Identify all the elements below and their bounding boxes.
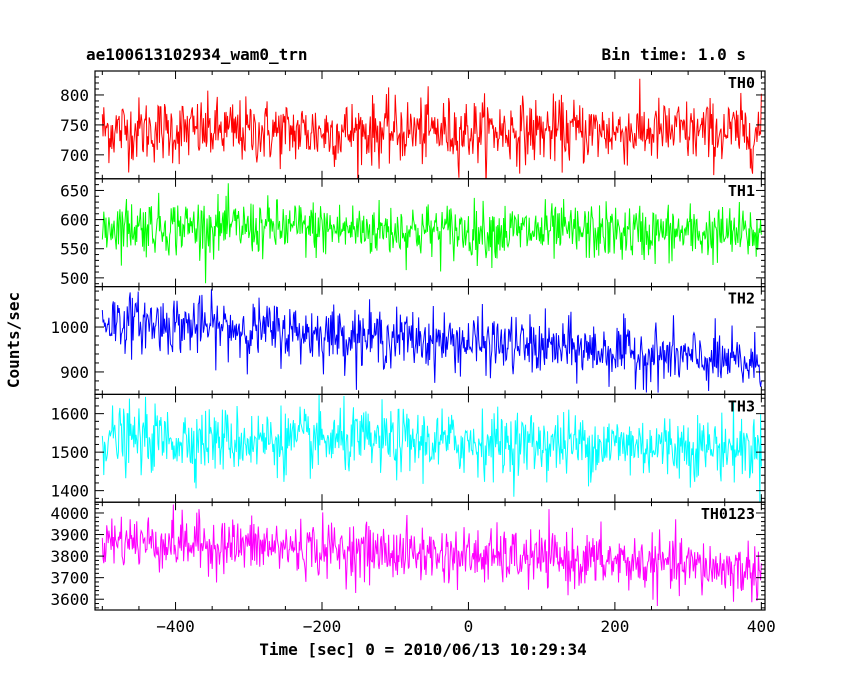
panel-th1: 500 550 600 650 TH1 bbox=[60, 178, 766, 288]
y-tick-label: 900 bbox=[60, 363, 89, 382]
y-tick-label: 500 bbox=[60, 269, 89, 288]
series-label-th0: TH0 bbox=[728, 74, 755, 92]
x-tick-label: 400 bbox=[747, 617, 776, 636]
panel-th0123: 3600 3700 3800 3900 4000 TH0123 bbox=[50, 501, 766, 611]
y-tick-label: 750 bbox=[60, 116, 89, 135]
y-tick-label: 4000 bbox=[50, 504, 89, 523]
y-tick-label: 550 bbox=[60, 240, 89, 259]
y-tick-label: 1400 bbox=[50, 482, 89, 501]
light-curve-th3 bbox=[101, 394, 762, 503]
x-tick-label: −200 bbox=[303, 617, 342, 636]
x-tick-label: 0 bbox=[464, 617, 474, 636]
observation-title: ae100613102934_wam0_trn bbox=[86, 45, 308, 64]
panel-th3: 1400 1500 1600 TH3 bbox=[50, 393, 766, 503]
x-axis-label: Time [sec] 0 = 2010/06/13 10:29:34 bbox=[259, 640, 587, 659]
y-tick-label: 800 bbox=[60, 86, 89, 105]
panel-frame bbox=[94, 70, 766, 180]
series-label-th2: TH2 bbox=[728, 290, 755, 308]
series-label-th1: TH1 bbox=[728, 182, 755, 200]
y-tick-label: 3800 bbox=[50, 547, 89, 566]
series-label-th0123: TH0123 bbox=[701, 505, 755, 523]
y-tick-label: 600 bbox=[60, 211, 89, 230]
x-tick-label: −400 bbox=[156, 617, 195, 636]
y-tick-label: 650 bbox=[60, 181, 89, 200]
panel-th2: 900 1000 TH2 bbox=[50, 286, 766, 396]
y-tick-label: 1600 bbox=[50, 405, 89, 424]
panel-th0: 700 750 800 TH0 bbox=[60, 70, 766, 180]
y-tick-label: 3900 bbox=[50, 526, 89, 545]
y-axis-label: Counts/sec bbox=[4, 292, 23, 388]
y-tick-label: 700 bbox=[60, 146, 89, 165]
light-curve-th0123 bbox=[101, 504, 762, 606]
y-tick-label: 3700 bbox=[50, 569, 89, 588]
panels-group: 700 750 800 TH0 500 550 600 650 TH1 900 1000 TH2 140… bbox=[50, 70, 776, 636]
bin-time-label: Bin time: 1.0 s bbox=[602, 45, 747, 64]
x-tick-label: 200 bbox=[600, 617, 629, 636]
y-tick-label: 3600 bbox=[50, 590, 89, 609]
y-tick-label: 1500 bbox=[50, 443, 89, 462]
light-curve-th2 bbox=[101, 289, 762, 393]
light-curve-th0 bbox=[101, 78, 762, 179]
series-label-th3: TH3 bbox=[728, 397, 755, 415]
y-tick-label: 1000 bbox=[50, 318, 89, 337]
light-curve-th1 bbox=[101, 183, 762, 284]
